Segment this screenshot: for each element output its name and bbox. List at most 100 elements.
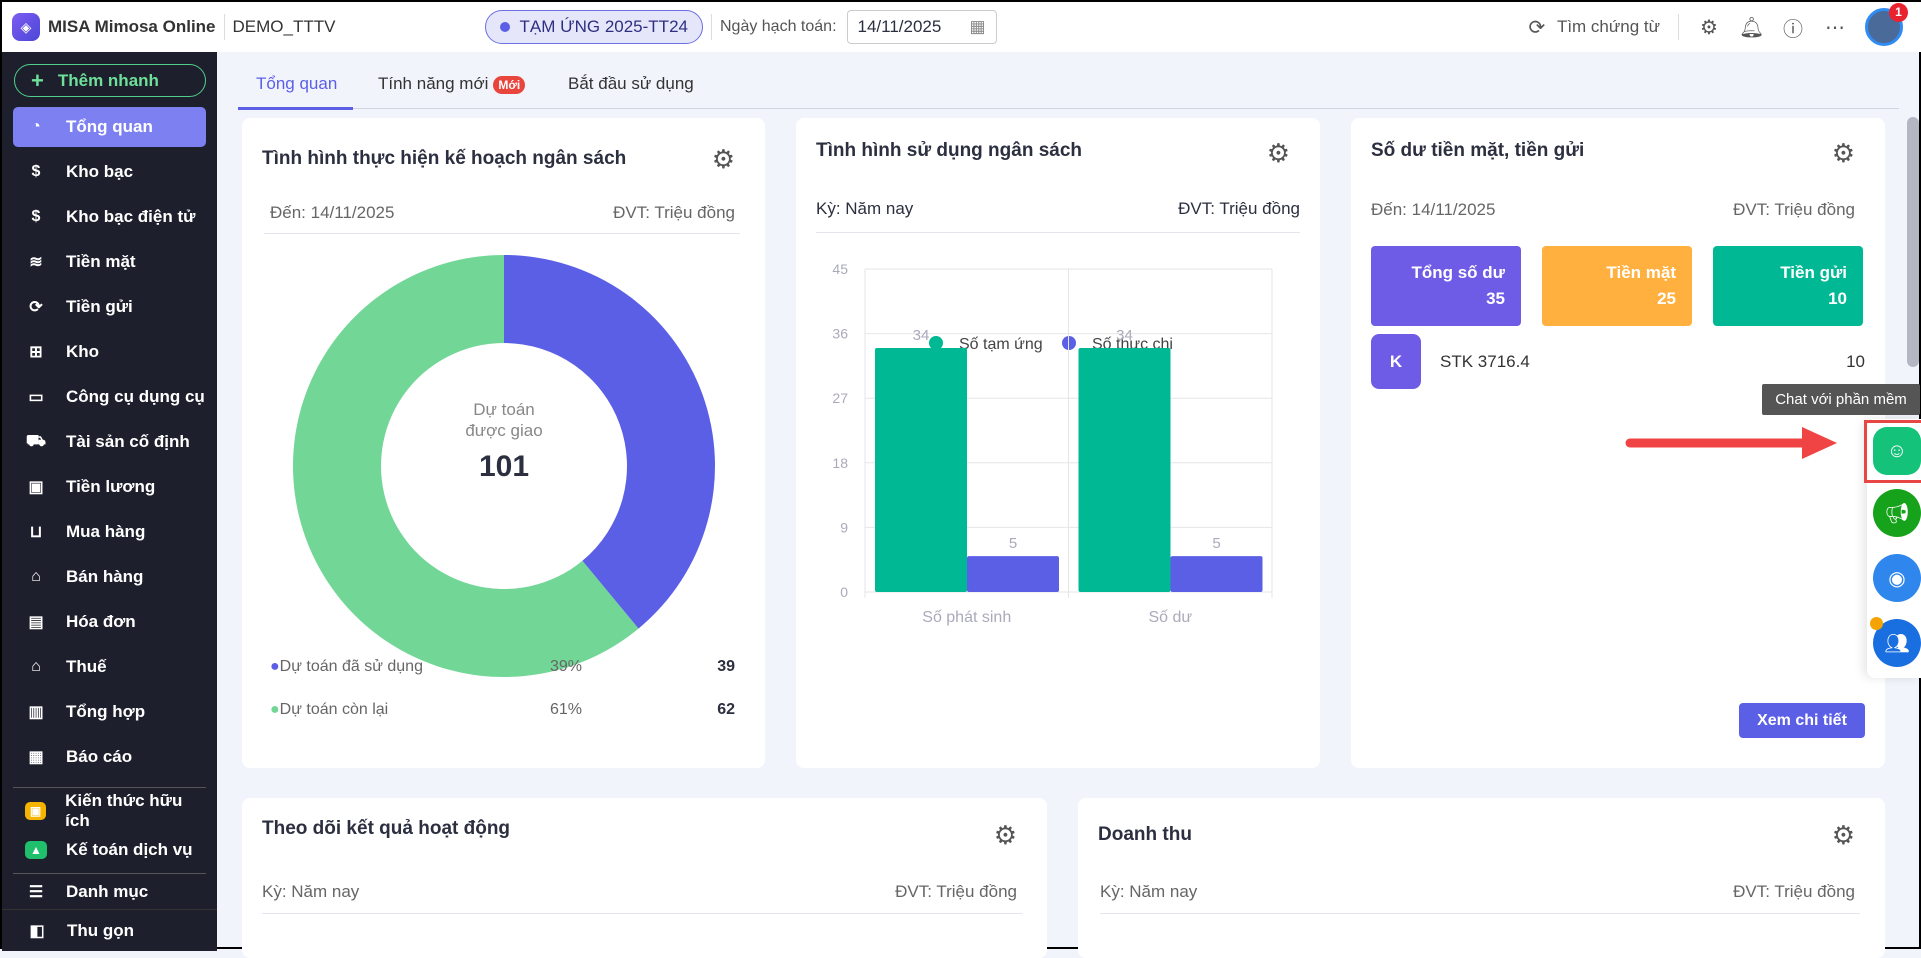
sidebar-item-label: Bán hàng — [66, 567, 144, 586]
misa-logo[interactable]: ◈ — [12, 13, 40, 41]
sidebar-item-4[interactable]: ⟳ Tiền gửi — [13, 287, 206, 327]
notification-dot — [1870, 617, 1883, 630]
period-selector[interactable]: TẠM ỨNG 2025-TT24 — [485, 10, 703, 44]
sidebar-item-label: Tiền gửi — [66, 297, 133, 316]
deposit-box[interactable]: Tiền gửi 10 — [1713, 246, 1863, 326]
chat-icon: ☺ — [1886, 439, 1908, 462]
collapse-sidebar-button[interactable]: ◧ Thu gọn — [2, 909, 217, 951]
donut-slice[interactable] — [293, 255, 639, 677]
account-value: 10 — [1846, 352, 1865, 371]
gear-icon[interactable]: ⚙ — [1831, 138, 1855, 168]
announcement-button[interactable]: 📢︎ — [1873, 489, 1921, 537]
calendar-icon[interactable]: ▦ — [969, 17, 986, 36]
bar[interactable] — [1170, 556, 1263, 592]
sidebar-item-label: Tài sản cố định — [66, 432, 190, 451]
top-bar: ◈ MISA Mimosa Online DEMO_TTTV TẠM ỨNG 2… — [2, 2, 1921, 52]
activity-card: Theo dõi kết quả hoạt động ⚙ Kỳ: Năm nay… — [242, 798, 1047, 958]
gear-icon[interactable]: ⚙ — [1831, 820, 1855, 850]
divider — [264, 233, 740, 234]
period-label: TẠM ỨNG 2025-TT24 — [519, 17, 688, 36]
data-label: 34 — [1116, 327, 1133, 344]
avatar[interactable]: 1 — [1865, 3, 1908, 46]
divider — [1100, 913, 1860, 914]
sidebar-item-14[interactable]: ▦ Báo cáo — [13, 737, 206, 777]
database-name[interactable]: DEMO_TTTV — [232, 17, 336, 36]
gear-icon[interactable]: ⚙ — [993, 820, 1017, 850]
sidebar-item-danh-muc[interactable]: ☰ Danh mục — [13, 877, 206, 907]
search-voucher-label: Tìm chứng từ — [1556, 17, 1660, 36]
divider — [816, 232, 1300, 233]
date-label: Đến: 14/11/2025 — [270, 203, 395, 222]
chat-tooltip: Chat với phần mềm — [1762, 384, 1920, 415]
sidebar-item-label: Tiền lương — [66, 477, 156, 496]
sidebar-item-kien-thuc[interactable]: ▣ Kiến thức hữu ích — [13, 791, 206, 830]
status-dot — [500, 22, 511, 32]
account-name: STK 3716.4 — [1440, 352, 1530, 371]
gift-icon: ▣ — [25, 802, 47, 820]
sidebar-item-5[interactable]: ⊞ Kho — [13, 332, 206, 372]
posting-date-label: Ngày hạch toán: — [719, 18, 837, 35]
card-meta: Đến: 14/11/2025 ĐVT: Triệu đồng — [1371, 200, 1855, 220]
divider — [710, 14, 712, 40]
legend-row: ●Dự toán còn lại 61% 62 — [270, 701, 735, 719]
quick-add-button[interactable]: + Thêm nhanh — [14, 64, 206, 97]
bell-icon[interactable]: 🔔︎ — [1739, 16, 1765, 39]
new-badge: Mới — [493, 76, 526, 94]
gear-icon[interactable]: ⚙ — [1700, 16, 1718, 39]
legend-name: Dự toán đã sử dụng — [279, 658, 423, 675]
bar[interactable] — [967, 556, 1059, 592]
sidebar-item-3[interactable]: ≋ Tiền mặt — [13, 242, 206, 282]
gear-icon[interactable]: ⚙ — [1266, 138, 1290, 168]
x-tick-label: Số phát sinh — [922, 609, 1011, 626]
total-balance-box[interactable]: Tổng số dư 35 — [1371, 246, 1521, 326]
box-value: 25 — [1657, 289, 1676, 308]
robot-icon: ◉ — [1888, 567, 1906, 590]
sidebar-item-11[interactable]: ▤ Hóa đơn — [13, 602, 206, 642]
sidebar-item-8[interactable]: ▣ Tiền lương — [13, 467, 206, 507]
page-scrollbar[interactable] — [1907, 117, 1919, 367]
legend-marker[interactable] — [929, 336, 943, 350]
more-icon[interactable]: ⋯ — [1825, 16, 1845, 39]
posting-date-input[interactable]: 14/11/2025 ▦ — [846, 10, 997, 44]
sidebar-item-0[interactable]: ◔ Tổng quan — [13, 107, 206, 147]
help-icon[interactable]: ⓘ — [1783, 18, 1803, 41]
sidebar-item-1[interactable]: $ Kho bạc — [13, 152, 206, 192]
y-tick-label: 9 — [840, 519, 848, 535]
bar[interactable] — [875, 347, 967, 592]
sidebar-item-label: Kho bạc — [66, 162, 134, 181]
budget-plan-card: Tình hình thực hiện kế hoạch ngân sách ⚙… — [242, 118, 765, 768]
divider — [262, 913, 1022, 914]
sidebar-item-7[interactable]: ⛟ Tài sản cố định — [13, 422, 206, 462]
sidebar-item-10[interactable]: ⌂ Bán hàng — [13, 557, 206, 597]
donut-slice[interactable] — [504, 255, 715, 629]
legend-value: 39 — [717, 658, 735, 675]
gear-icon[interactable]: ⚙ — [711, 144, 735, 174]
tab-label: Tính năng mới — [378, 74, 489, 93]
sidebar-item-6[interactable]: ▭ Công cụ dụng cụ — [13, 377, 206, 417]
box-value: 10 — [1828, 289, 1847, 308]
sidebar-item-9[interactable]: ⊔ Mua hàng — [13, 512, 206, 552]
sidebar-item-2[interactable]: $ Kho bạc điện tử — [13, 197, 206, 237]
sidebar-item-12[interactable]: ⌂ Thuế — [13, 647, 206, 687]
search-voucher-button[interactable]: ⟳ Tìm chứng từ — [1525, 15, 1660, 40]
sidebar-item-ke-toan-dich-vu[interactable]: ▲ Kế toán dịch vụ — [13, 831, 206, 869]
donut-chart: Dự toán được giao 101 — [293, 255, 715, 677]
sidebar-item-13[interactable]: ▥ Tổng hợp — [13, 692, 206, 732]
view-detail-button[interactable]: Xem chi tiết — [1739, 703, 1865, 738]
assistant-bot-button[interactable]: ◉ — [1873, 554, 1921, 602]
tab-getting-started[interactable]: Bắt đầu sử dụng — [568, 74, 694, 93]
legend-label[interactable]: Số tạm ứng — [959, 336, 1043, 353]
tab-new-features[interactable]: Tính năng mới Mới — [378, 74, 526, 94]
cash-box[interactable]: Tiền mặt 25 — [1542, 246, 1692, 326]
support-widget: ☺ 📢︎ ◉ 👥︎ — [1864, 419, 1921, 678]
divider — [13, 787, 206, 788]
period-label: Kỳ: Năm nay — [816, 199, 914, 218]
list-icon: ☰ — [28, 884, 44, 901]
tab-overview[interactable]: Tổng quan — [256, 74, 338, 93]
x-tick-label: Số dư — [1148, 609, 1192, 626]
period-label: Kỳ: Năm nay — [262, 882, 360, 901]
bar[interactable] — [1078, 347, 1171, 592]
salary-icon: ▣ — [28, 479, 44, 496]
chat-bot-button[interactable]: ☺ — [1873, 427, 1921, 475]
